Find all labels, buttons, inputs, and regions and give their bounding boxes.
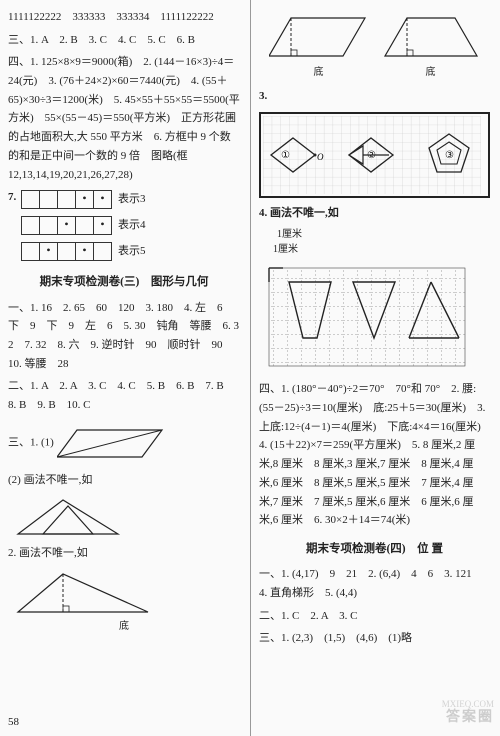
- sect-si-right: 四、1. (180°－40°)÷2＝70° 70°和 70° 2. 腰:(55－…: [259, 380, 490, 530]
- base-label-2: 底: [381, 64, 481, 81]
- sect-yi-4: 一、1. (4,17) 9 21 2. (6,4) 4 6 3. 121 4. …: [259, 565, 490, 602]
- sect-san-1: 三、1. (1): [8, 419, 240, 467]
- right-column: 底 底 3. ① O ②: [250, 0, 500, 736]
- top-figures: 底 底: [259, 14, 490, 81]
- sect-san-2b: 2. 画法不唯一,如: [8, 544, 240, 563]
- test-title-4: 期末专项检测卷(四) 位 置: [259, 540, 490, 560]
- sect-yi: 一、1. 16 2. 65 60 120 3. 180 4. 左 6 下 9 下…: [8, 299, 240, 374]
- dot-table-5: ••: [21, 242, 112, 261]
- dot-table-4: ••: [21, 216, 112, 235]
- grid-figure: ① O ② ③: [259, 112, 490, 198]
- section-si: 四、1. 125×8×9＝9000(箱) 2. (144－16×3)÷4＝24(…: [8, 53, 240, 184]
- cm-labels: 1厘米 1厘米: [273, 226, 490, 258]
- parallelogram-figure: [57, 425, 167, 461]
- sect-san-1-label: 三、1. (1): [8, 436, 54, 448]
- cm-v: 1厘米: [277, 226, 490, 243]
- parallelogram-2: [269, 14, 369, 64]
- sect-er-4: 二、1. C 2. A 3. C: [259, 607, 490, 626]
- sect-san-2: (2) 画法不唯一,如: [8, 471, 240, 490]
- caption-5: 表示5: [118, 242, 146, 261]
- base-label-1: 底: [269, 64, 369, 81]
- item-4-label: 4. 画法不唯一,如: [259, 204, 490, 223]
- section-san: 三、1. A 2. B 3. C 4. C 5. C 6. B: [8, 31, 240, 50]
- cm-grid-figure: [259, 264, 490, 374]
- answer-line: 1111122222 333333 333334 1111122222: [8, 8, 240, 27]
- item-7-tables: •• 表示3 •• 表示4 •• 表示5: [21, 188, 146, 263]
- caption-3: 表示3: [118, 190, 146, 209]
- base-label: 底: [8, 618, 240, 635]
- left-column: 1111122222 333333 333334 1111122222 三、1.…: [0, 0, 250, 736]
- watermark: 答案圈: [446, 706, 494, 730]
- item-7: 7. •• 表示3 •• 表示4 •• 表示5: [8, 188, 240, 263]
- triangle-figure-2: 底: [8, 568, 240, 635]
- grid-label-o: O: [317, 152, 324, 162]
- caption-4: 表示4: [118, 216, 146, 235]
- cm-h: 1厘米: [273, 241, 298, 258]
- dot-table-3: ••: [21, 190, 112, 209]
- sect-er: 二、1. A 2. A 3. C 4. C 5. B 6. B 7. B 8. …: [8, 377, 240, 414]
- item-3-label: 3.: [259, 87, 490, 106]
- trapezoid-1: [381, 14, 481, 64]
- page-number: 58: [8, 713, 19, 732]
- grid-label-c: ③: [445, 150, 454, 161]
- triangle-figure-1: [8, 496, 240, 538]
- item-7-label: 7.: [8, 191, 16, 203]
- sect-san-4: 三、1. (2,3) (1,5) (4,6) (1)略: [259, 629, 490, 648]
- test-title-3: 期末专项检测卷(三) 图形与几何: [8, 273, 240, 293]
- grid-label-a: ①: [281, 150, 290, 161]
